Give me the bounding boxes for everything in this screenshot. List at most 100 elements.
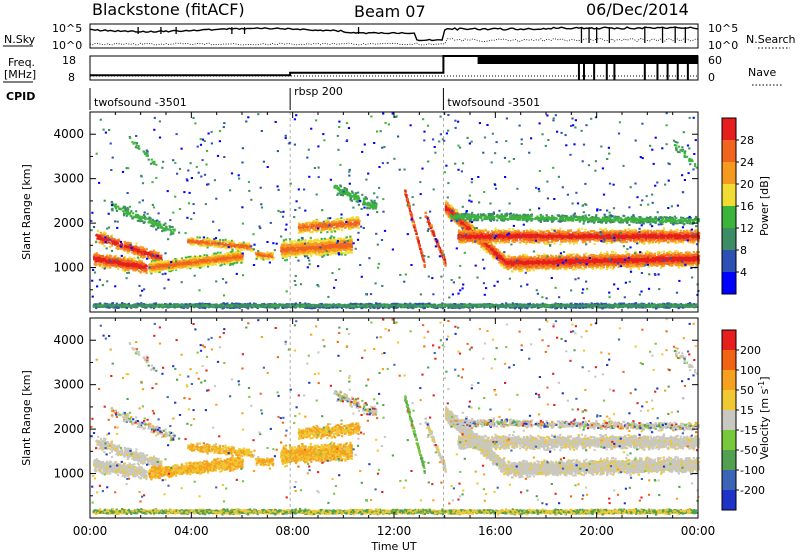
power-cell-4375: [409, 212, 411, 214]
power-cell-3978: [298, 232, 300, 234]
power-cell-2559: [214, 242, 216, 244]
power-cell-4204: [342, 194, 344, 196]
power-cell-4052: [331, 226, 333, 228]
power-cell-503: [106, 260, 108, 262]
power-cell-3670: [298, 245, 300, 247]
power-cell-3689: [340, 245, 342, 247]
power-cell-908: [101, 235, 103, 237]
power-cell-4474: [439, 250, 441, 252]
power-cell-510: [129, 260, 131, 262]
power-cell-4369: [423, 264, 425, 266]
power-cell-2187: [154, 260, 156, 262]
power-cell-2662: [269, 255, 271, 257]
power-cell-3915: [308, 228, 310, 230]
power-cell-2552: [221, 243, 223, 245]
power-cell-889: [144, 251, 146, 253]
power-cell-2262: [234, 254, 236, 256]
power-cell-4197: [362, 204, 364, 206]
power-cell-895: [103, 239, 105, 241]
power-cell-2285: [194, 261, 196, 263]
power-cell-1024: [111, 208, 113, 210]
power-cell-3676: [309, 244, 311, 246]
power-cell-2520: [235, 248, 237, 250]
power-cell-4229: [346, 191, 348, 193]
power-cell-532: [94, 263, 96, 265]
power-heatmap-cells: [90, 112, 700, 309]
power-cell-4092: [340, 222, 342, 224]
power-cell-824: [97, 230, 99, 232]
power-cell-2282: [178, 266, 180, 268]
power-cell-4108: [321, 226, 323, 228]
power-cell-3546: [329, 249, 331, 251]
power-cell-4531: [503, 267, 505, 269]
power-cell-1105: [148, 159, 150, 161]
power-cell-431: [118, 263, 120, 265]
power-cell-2016: [154, 262, 156, 264]
power-cell-2284: [207, 259, 209, 261]
power-cell-3697: [281, 247, 283, 249]
power-cell-3688: [294, 245, 296, 247]
power-cell-1003: [141, 220, 143, 222]
power-cell-1078: [119, 208, 121, 210]
power-cell-3624: [331, 242, 333, 244]
freq-band-block: [478, 57, 698, 64]
power-cell-3704: [311, 246, 313, 248]
power-cell-841: [113, 241, 115, 243]
power-cell-633: [146, 248, 148, 250]
power-cell-1555: [231, 250, 233, 252]
power-cell-4383: [418, 240, 420, 242]
power-cell-790: [102, 233, 104, 235]
power-cell-3196: [310, 255, 312, 257]
power-cell-4110: [322, 223, 324, 225]
power-cell-2267: [217, 252, 219, 254]
power-cell-3988: [355, 217, 357, 219]
power-cell-3992: [327, 221, 329, 223]
power-cell-4081: [308, 222, 310, 224]
power-cell-4059: [302, 229, 304, 231]
power-cell-4452: [430, 227, 432, 229]
power-cell-886: [99, 241, 101, 243]
power-cell-1948: [199, 267, 201, 269]
power-cell-3635: [295, 255, 297, 257]
power-cell-4255: [350, 195, 352, 197]
power-cell-939: [116, 210, 118, 212]
beam-title: Beam 07: [354, 2, 426, 21]
power-cell-3664: [314, 247, 316, 249]
power-cell-2240: [232, 253, 234, 255]
power-cell-2297: [201, 260, 203, 262]
power-cell-3464: [333, 252, 335, 254]
power-cell-3605: [335, 240, 337, 242]
power-cell-3362: [315, 240, 317, 242]
power-cell-1038: [139, 220, 141, 222]
power-cell-529: [139, 267, 141, 269]
power-cell-2324: [199, 237, 201, 239]
power-cell-2223: [204, 264, 206, 266]
power-cell-2292: [229, 257, 231, 259]
power-cell-681: [109, 246, 111, 248]
power-cell-1658: [225, 262, 227, 264]
power-cell-1058: [129, 212, 131, 214]
power-cell-4041: [325, 220, 327, 222]
power-cell-2557: [211, 241, 213, 243]
power-cell-2299: [178, 264, 180, 266]
power-cell-3591: [294, 240, 296, 242]
power-cell-3968: [300, 224, 302, 226]
power-cell-480: [110, 255, 112, 257]
power-cell-3813: [309, 231, 311, 233]
power-cell-2535: [247, 243, 249, 245]
power-cell-4242: [340, 185, 342, 187]
power-cell-3387: [308, 240, 310, 242]
power-cell-514: [142, 264, 144, 266]
power-cell-3721: [310, 252, 312, 254]
power-cell-1023: [161, 230, 163, 232]
power-cell-3583: [344, 252, 346, 254]
power-cell-1045: [149, 220, 151, 222]
power-cell-2553: [243, 245, 245, 247]
power-cell-4250: [344, 193, 346, 195]
power-cell-1928: [230, 263, 232, 265]
freq-unit-label: [MHz]: [4, 68, 36, 81]
power-cell-2252: [237, 253, 239, 255]
power-cell-1994: [197, 266, 199, 268]
power-cell-4264: [356, 196, 358, 198]
